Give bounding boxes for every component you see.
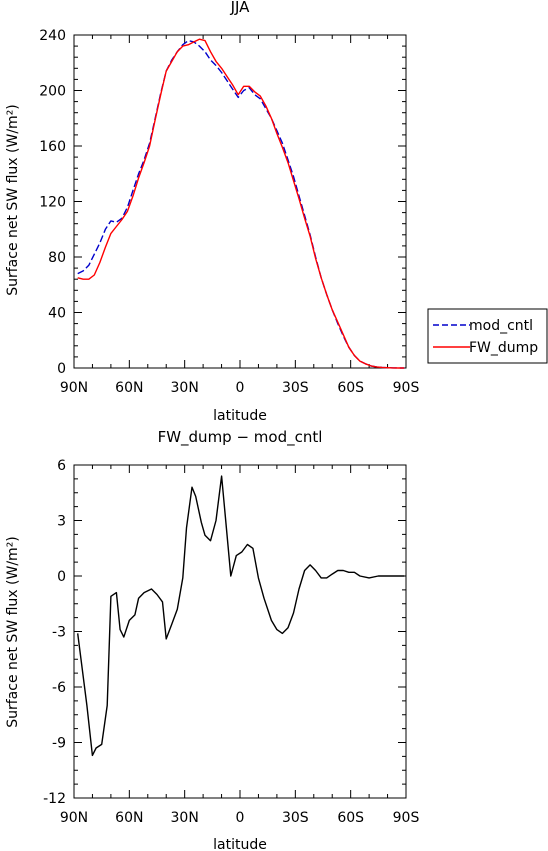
- series-group: [78, 476, 405, 755]
- x-tick-label: 30N: [171, 810, 199, 826]
- y-tick-label: 80: [48, 250, 66, 266]
- legend-label-mod-cntl: mod_cntl: [469, 318, 533, 334]
- x-tick-label: 0: [236, 810, 245, 826]
- y-tick-label: -12: [43, 791, 66, 807]
- y-tick-label: 120: [39, 195, 66, 211]
- x-tick-label: 30S: [282, 380, 309, 396]
- y-tick-label: 0: [57, 361, 66, 377]
- x-tick-label: 60N: [115, 380, 143, 396]
- series-line-fw-dump: [78, 39, 405, 368]
- legend: mod_cntl FW_dump: [428, 309, 547, 363]
- plot-frame: [74, 465, 406, 798]
- x-tick-label: 0: [236, 380, 245, 396]
- y-tick-label: 40: [48, 306, 66, 322]
- chart-title: JJA: [230, 0, 251, 16]
- y-tick-label: -6: [52, 680, 66, 696]
- x-axis-label: latitude: [213, 837, 267, 851]
- x-tick-label: 30S: [282, 810, 309, 826]
- y-tick-label: -9: [52, 736, 66, 752]
- y-tick-label: 160: [39, 139, 66, 155]
- y-tick-label: 3: [57, 514, 66, 530]
- series-line-difference: [78, 476, 405, 755]
- x-tick-label: 90N: [60, 810, 88, 826]
- chart-title: FW_dump − mod_cntl: [158, 428, 323, 447]
- tick-marks: [74, 35, 406, 368]
- y-axis-label: Surface net SW flux (W/m²): [5, 536, 21, 728]
- x-tick-label: 60S: [337, 810, 364, 826]
- x-tick-label: 90S: [393, 810, 420, 826]
- y-tick-labels: -12 -9 -6 -3 0 3 6: [43, 458, 66, 807]
- x-axis-label: latitude: [213, 408, 267, 424]
- x-tick-labels: 90N 60N 30N 0 30S 60S 90S: [60, 810, 420, 826]
- x-tick-label: 90S: [393, 380, 420, 396]
- chart-panel-bottom: FW_dump − mod_cntl 90N 60N 30N 0 30S 60S 90S -…: [5, 428, 419, 851]
- chart-panel-top: JJA 90N 60N 30N 0 30S 60S 90S 0 40 80 120 160 200 24…: [5, 0, 419, 424]
- x-tick-label: 60N: [115, 810, 143, 826]
- y-tick-label: 240: [39, 28, 66, 44]
- plot-frame: [74, 35, 406, 368]
- y-axis-label: Surface net SW flux (W/m²): [5, 104, 21, 296]
- y-tick-label: -3: [52, 625, 66, 641]
- y-tick-label: 6: [57, 458, 66, 474]
- y-tick-labels: 0 40 80 120 160 200 240: [39, 28, 66, 377]
- x-tick-labels: 90N 60N 30N 0 30S 60S 90S: [60, 380, 420, 396]
- y-tick-label: 200: [39, 84, 66, 100]
- x-tick-label: 60S: [337, 380, 364, 396]
- tick-marks: [74, 465, 406, 798]
- x-tick-label: 30N: [171, 380, 199, 396]
- series-group: [78, 39, 405, 368]
- legend-label-fw-dump: FW_dump: [469, 340, 538, 356]
- x-tick-label: 90N: [60, 380, 88, 396]
- y-tick-label: 0: [57, 569, 66, 585]
